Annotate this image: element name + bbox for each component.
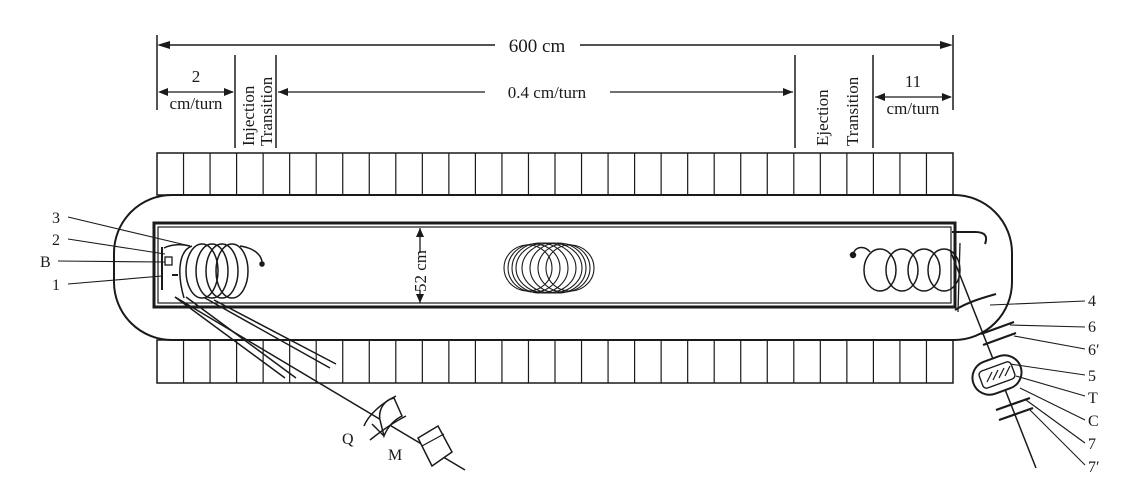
magnet-coils-bottom bbox=[156, 339, 954, 384]
height-label: 52 cm bbox=[411, 250, 430, 292]
height-dimension bbox=[416, 228, 424, 303]
ejection-transition-label: Transition bbox=[843, 76, 862, 146]
label-B: B bbox=[40, 254, 51, 271]
label-T: T bbox=[1088, 390, 1098, 407]
injection-rate-arrow bbox=[158, 88, 234, 96]
extraction-channel bbox=[949, 231, 1037, 469]
label-6-prime: 6′ bbox=[1088, 342, 1100, 359]
left-leaders bbox=[57, 216, 191, 285]
length-dimension bbox=[156, 35, 954, 110]
total-length-label: 600 cm bbox=[509, 36, 566, 57]
zone-dividers bbox=[234, 55, 874, 148]
label-3: 3 bbox=[52, 210, 60, 227]
injection-rate-unit: cm/turn bbox=[170, 94, 223, 113]
label-5: 5 bbox=[1088, 368, 1096, 385]
quadrupole-lens bbox=[363, 395, 407, 441]
bending-magnet bbox=[417, 424, 453, 468]
label-4: 4 bbox=[1088, 293, 1096, 310]
injection-label: Injection bbox=[239, 85, 258, 146]
middle-rate-label: 0.4 cm/turn bbox=[508, 83, 587, 102]
label-7: 7 bbox=[1088, 436, 1096, 453]
ejection-label: Ejection bbox=[813, 89, 832, 146]
middle-orbits bbox=[503, 242, 595, 294]
vacuum-chamber bbox=[152, 221, 957, 309]
label-6: 6 bbox=[1088, 319, 1096, 336]
right-leaders bbox=[989, 300, 1086, 466]
ejection-orbits bbox=[849, 246, 961, 292]
injection-rate-value: 2 bbox=[192, 67, 201, 86]
label-M: M bbox=[388, 447, 402, 464]
label-2: 2 bbox=[52, 232, 60, 249]
ejection-rate-arrow bbox=[875, 93, 952, 101]
label-7-prime: 7′ bbox=[1088, 459, 1100, 476]
middle-rate-arrow bbox=[278, 88, 793, 96]
magnet-coils-top bbox=[156, 152, 954, 196]
ejection-rate-unit: cm/turn bbox=[887, 99, 940, 118]
electron-source bbox=[161, 247, 178, 290]
label-C: C bbox=[1088, 413, 1099, 430]
outer-envelope bbox=[113, 194, 1013, 341]
ejection-rate-value: 11 bbox=[905, 72, 921, 91]
label-Q: Q bbox=[342, 431, 354, 448]
target-assembly bbox=[971, 320, 1034, 422]
injection-beamline bbox=[174, 296, 466, 471]
injection-orbits bbox=[163, 243, 265, 299]
label-1: 1 bbox=[52, 277, 60, 294]
injection-transition-label: Transition bbox=[257, 76, 276, 146]
